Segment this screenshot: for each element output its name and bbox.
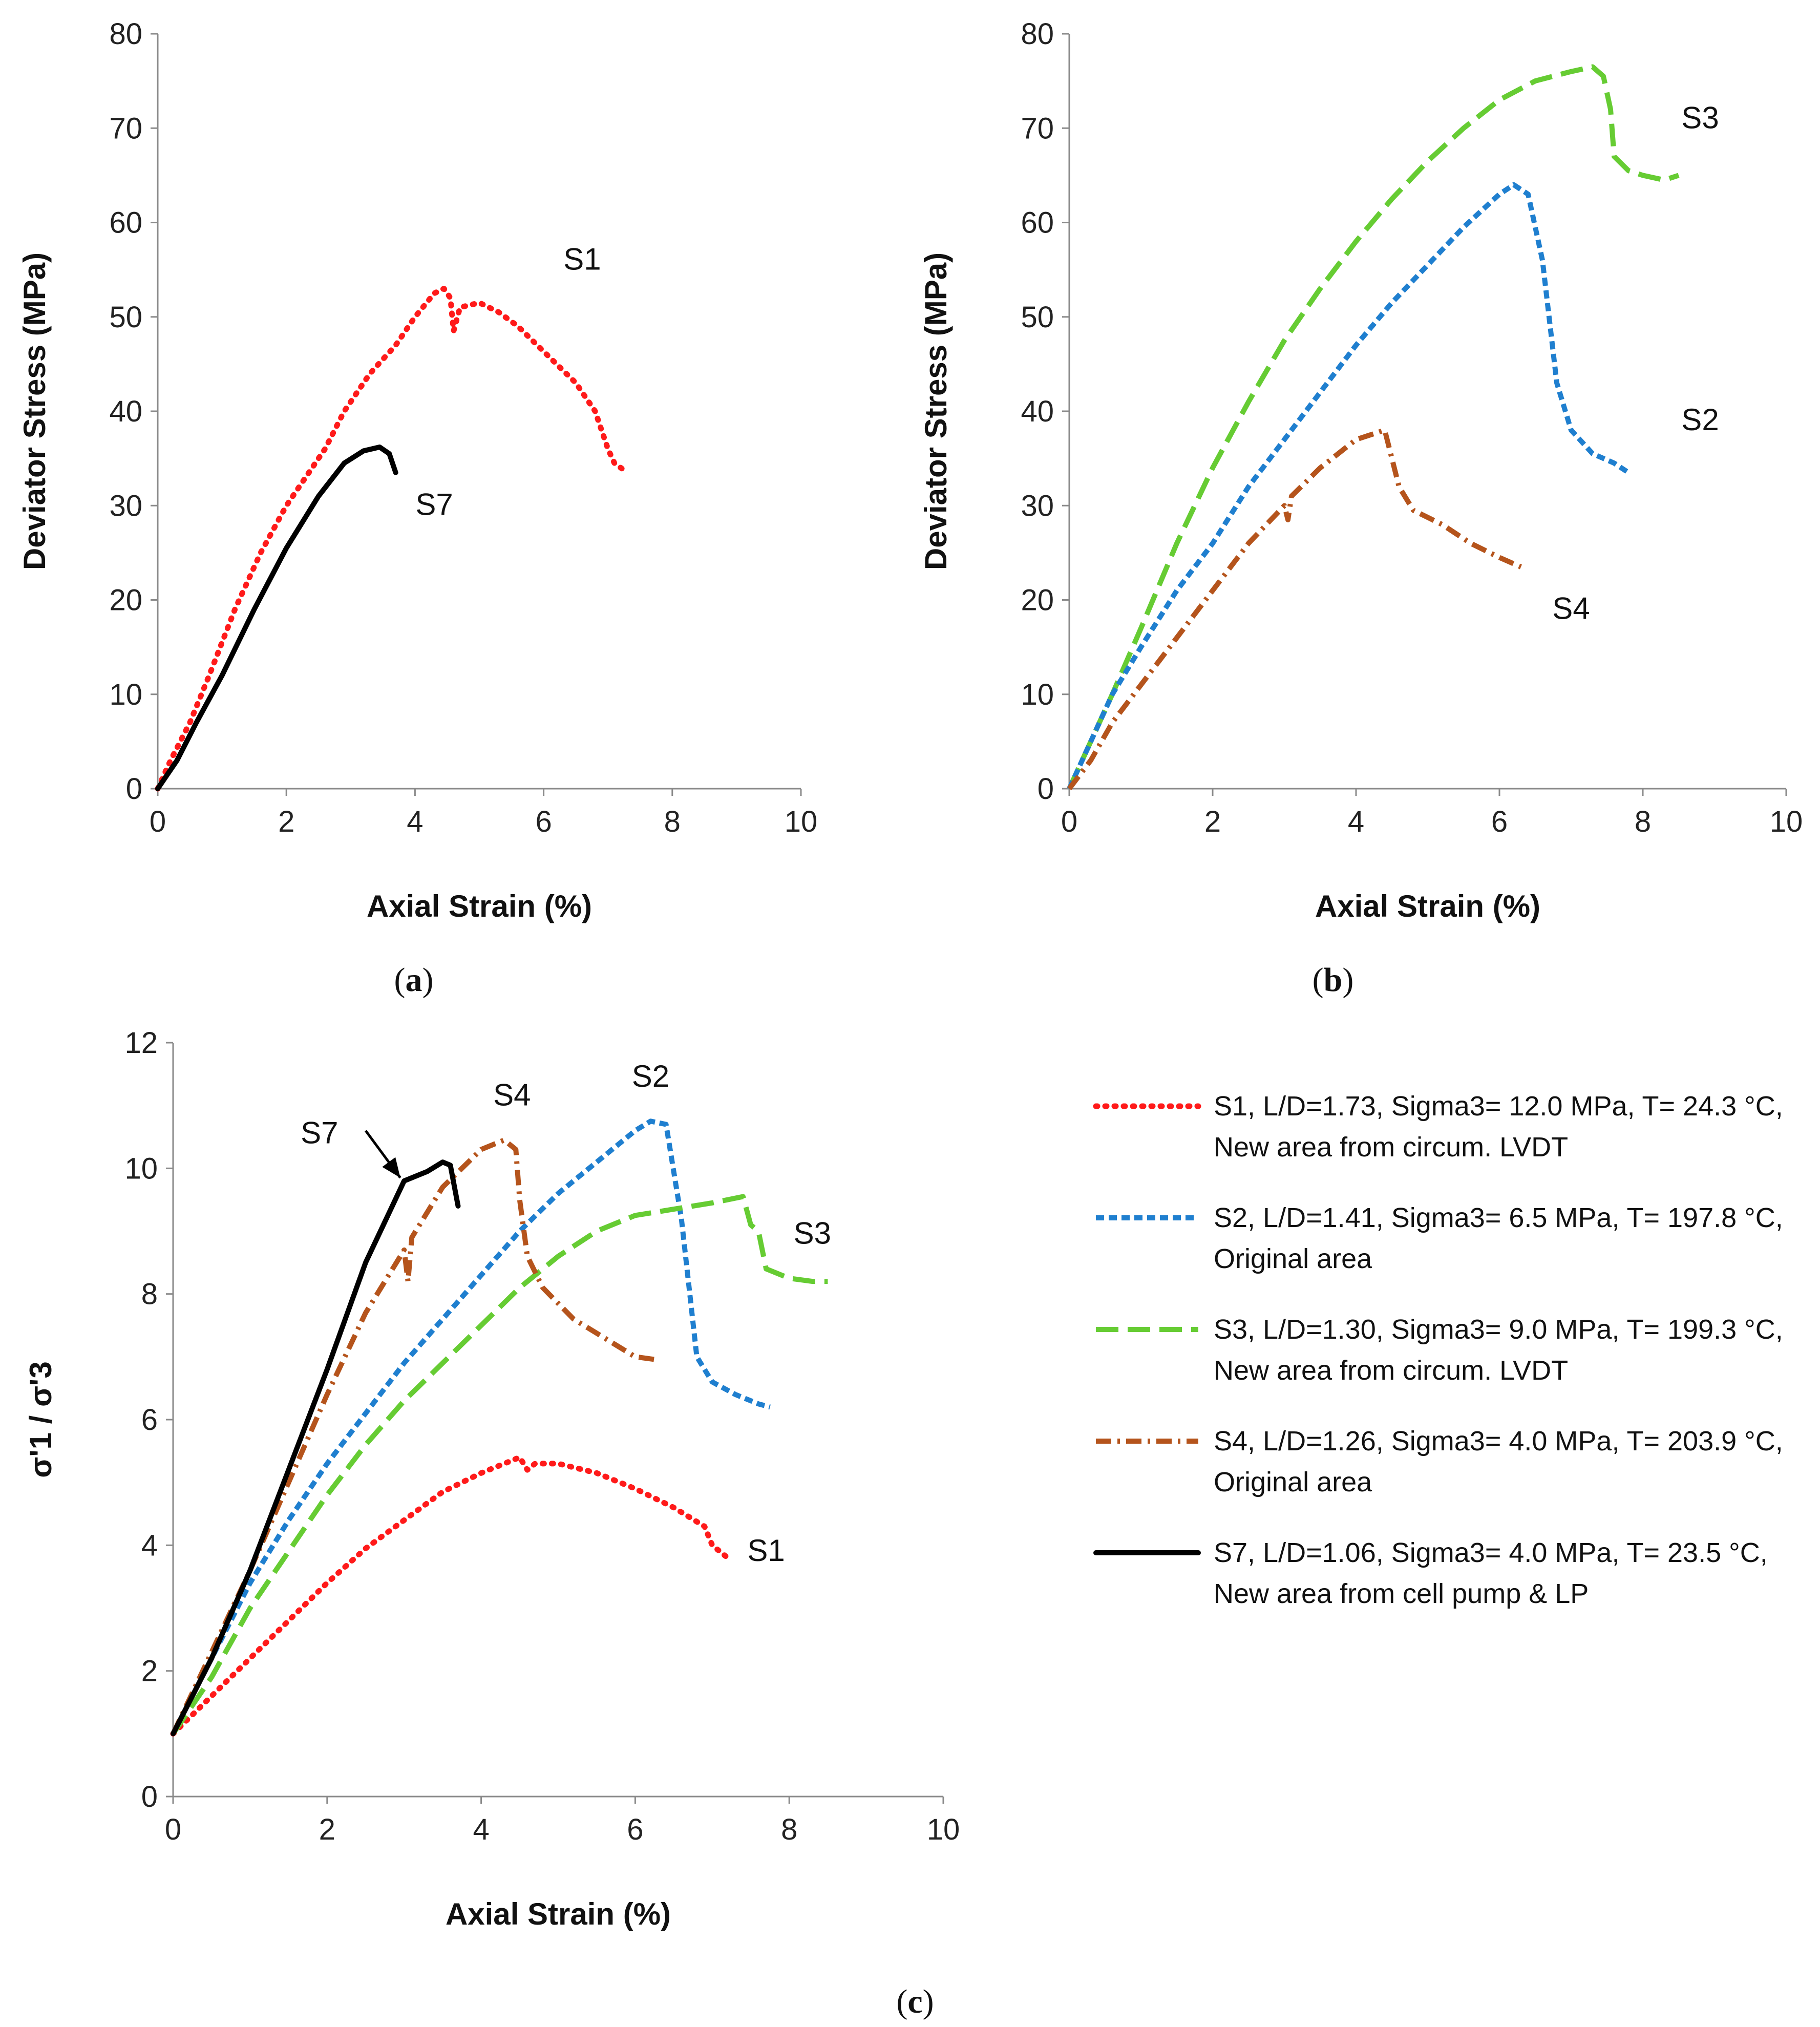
legend-entry-s3: S3, L/D=1.30, Sigma3= 9.0 MPa, T= 199.3 … — [1096, 1314, 1783, 1386]
legend-s4-line1: S4, L/D=1.26, Sigma3= 4.0 MPa, T= 203.9 … — [1214, 1426, 1783, 1456]
legend-s2-line1: S2, L/D=1.41, Sigma3= 6.5 MPa, T= 197.8 … — [1214, 1202, 1783, 1233]
y-tick-label: 80 — [109, 17, 142, 51]
series-annotation-s1: S1 — [747, 1533, 785, 1568]
x-tick-label: 6 — [1491, 805, 1508, 838]
x-axis-title: Axial Strain (%) — [1315, 889, 1540, 923]
legend-entry-s2: S2, L/D=1.41, Sigma3= 6.5 MPa, T= 197.8 … — [1096, 1202, 1783, 1274]
x-tick-label: 10 — [1770, 805, 1803, 838]
y-tick-label: 40 — [1021, 395, 1054, 428]
series-line-s3 — [1067, 64, 1680, 790]
x-tick-label: 8 — [781, 1813, 797, 1846]
y-tick-label: 20 — [109, 584, 142, 617]
y-tick-label: 40 — [109, 395, 142, 428]
y-tick-label: 8 — [141, 1278, 158, 1311]
y-tick-label: 60 — [1021, 206, 1054, 240]
panel-label-a: (a) — [394, 961, 434, 999]
x-tick-label: 4 — [1348, 805, 1364, 838]
y-tick-label: 0 — [1038, 772, 1054, 806]
y-tick-label: 30 — [1021, 489, 1054, 522]
y-tick-label: 30 — [109, 489, 142, 522]
legend-entry-s1: S1, L/D=1.73, Sigma3= 12.0 MPa, T= 24.3 … — [1093, 1091, 1783, 1163]
y-tick-label: 60 — [109, 206, 142, 240]
chart-panel-a: 0 10 20 30 40 50 60 70 80 0 2 4 6 8 10 Axial Strain (%)… — [17, 17, 817, 923]
y-tick-label: 70 — [109, 112, 142, 145]
series-annotation-s3: S3 — [794, 1216, 831, 1251]
y-tick-label: 0 — [141, 1780, 158, 1813]
series-line-s2 — [1067, 182, 1630, 790]
series-line-s7 — [155, 445, 398, 791]
y-tick-label: 20 — [1021, 584, 1054, 617]
series-line-s2 — [171, 1118, 771, 1735]
panel-label-b: (b) — [1313, 961, 1354, 999]
x-tick-label: 0 — [150, 805, 166, 838]
x-tick-label: 2 — [1204, 805, 1221, 838]
x-tick-label: 0 — [165, 1813, 181, 1846]
legend-s7-line1: S7, L/D=1.06, Sigma3= 4.0 MPa, T= 23.5 °… — [1214, 1537, 1768, 1568]
x-axis-title: Axial Strain (%) — [446, 1897, 671, 1931]
legend-s3-line1: S3, L/D=1.30, Sigma3= 9.0 MPa, T= 199.3 … — [1214, 1314, 1783, 1345]
series-line-s4 — [1067, 427, 1522, 791]
x-tick-label: 0 — [1061, 805, 1077, 838]
series-line-s7 — [171, 1159, 461, 1737]
legend-s4-line2: Original area — [1214, 1467, 1372, 1497]
y-axis-title: σ'1 / σ'3 — [24, 1361, 58, 1477]
y-tick-label: 70 — [1021, 112, 1054, 145]
series-line-s1 — [170, 1454, 731, 1737]
series-annotation-s4: S4 — [1552, 591, 1590, 625]
y-tick-label: 50 — [1021, 301, 1054, 334]
y-tick-label: 0 — [126, 772, 142, 806]
series-annotation-s7: S7 — [301, 1115, 338, 1150]
x-tick-label: 2 — [319, 1813, 335, 1846]
y-tick-label: 10 — [124, 1152, 158, 1185]
legend-s2-line2: Original area — [1214, 1243, 1372, 1274]
x-tick-label: 6 — [627, 1813, 643, 1846]
x-tick-label: 4 — [473, 1813, 489, 1846]
y-axis-title: Deviator Stress (MPa) — [919, 252, 953, 570]
y-axis-title: Deviator Stress (MPa) — [17, 252, 52, 570]
series-line-s1 — [155, 286, 630, 792]
y-tick-label: 10 — [109, 678, 142, 711]
y-tick-label: 2 — [141, 1655, 158, 1688]
y-tick-label: 50 — [109, 301, 142, 334]
series-line-s4 — [171, 1137, 659, 1735]
annotation-arrow-head — [382, 1157, 400, 1178]
x-tick-label: 8 — [1635, 805, 1651, 838]
x-tick-label: 4 — [407, 805, 423, 838]
x-tick-label: 6 — [535, 805, 552, 838]
legend-s1-line2: New area from circum. LVDT — [1214, 1132, 1568, 1163]
legend-s1-line1: S1, L/D=1.73, Sigma3= 12.0 MPa, T= 24.3 … — [1214, 1091, 1783, 1122]
x-tick-label: 2 — [278, 805, 294, 838]
y-tick-label: 80 — [1021, 17, 1054, 51]
legend-s3-line2: New area from circum. LVDT — [1214, 1355, 1568, 1386]
series-line-s3 — [171, 1194, 828, 1736]
series-annotation-s2: S2 — [632, 1059, 669, 1093]
x-tick-label: 10 — [927, 1813, 960, 1846]
y-tick-label: 10 — [1021, 678, 1054, 711]
chart-panel-c: 0 2 4 6 8 10 12 0 2 4 6 8 10 Axial Strain (%) σ'1 / σ'… — [24, 1026, 960, 1931]
series-annotation-s2: S2 — [1681, 403, 1719, 437]
panel-label-c: (c) — [896, 1983, 934, 2020]
y-tick-label: 4 — [141, 1529, 158, 1562]
series-annotation-s4: S4 — [493, 1078, 531, 1112]
legend: S1, L/D=1.73, Sigma3= 12.0 MPa, T= 24.3 … — [1093, 1091, 1783, 1609]
y-tick-label: 6 — [141, 1403, 158, 1437]
series-annotation-s7: S7 — [415, 488, 453, 522]
legend-entry-s7: S7, L/D=1.06, Sigma3= 4.0 MPa, T= 23.5 °… — [1093, 1537, 1768, 1609]
series-annotation-s1: S1 — [563, 242, 601, 277]
legend-entry-s4: S4, L/D=1.26, Sigma3= 4.0 MPa, T= 203.9 … — [1096, 1426, 1783, 1497]
legend-s7-line2: New area from cell pump & LP — [1214, 1578, 1589, 1609]
x-tick-label: 8 — [664, 805, 681, 838]
y-tick-label: 12 — [124, 1026, 158, 1060]
x-tick-label: 10 — [785, 805, 818, 838]
x-axis-title: Axial Strain (%) — [367, 889, 592, 923]
chart-panel-b: 0 10 20 30 40 50 60 70 80 0 2 4 6 8 10 Axial Strain (%)… — [919, 17, 1803, 923]
series-annotation-s3: S3 — [1681, 100, 1719, 135]
